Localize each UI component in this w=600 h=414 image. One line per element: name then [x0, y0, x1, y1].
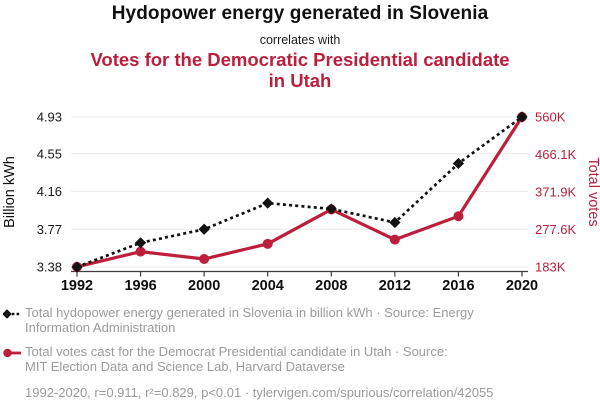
legend-line: Total votes cast for the Democrat Presid…: [25, 344, 448, 359]
right-axis-tick-label: 277.6K: [535, 222, 577, 237]
right-axis-tick-label: 466.1K: [535, 147, 577, 162]
x-axis-tick-label: 2016: [442, 278, 474, 294]
right-axis-tick-label: 371.9K: [535, 184, 577, 199]
left-axis-tick-label: 4.93: [37, 110, 62, 125]
hydropower-data-point: [134, 237, 147, 249]
legend-item-hydropower: Total hydopower energy generated in Slov…: [3, 305, 595, 335]
x-axis-tick-label: 2012: [379, 278, 411, 294]
left-axis-tick-label: 3.38: [37, 260, 62, 275]
legend-text-hydropower: Total hydopower energy generated in Slov…: [25, 305, 474, 335]
legend-line: MIT Election Data and Science Lab, Harva…: [25, 359, 345, 374]
left-axis-tick-label: 4.16: [37, 184, 62, 199]
legend-item-votes: Total votes cast for the Democrat Presid…: [3, 344, 595, 374]
left-axis-tick-label: 4.55: [37, 146, 62, 161]
legend-text-votes: Total votes cast for the Democrat Presid…: [25, 344, 448, 374]
stats-footer: 1992-2020, r=0.911, r²=0.829, p<0.01 · t…: [25, 385, 494, 400]
correlation-title: Votes for the Democratic Presidential ca…: [90, 49, 510, 91]
right-axis-tick-label: 183K: [535, 260, 566, 275]
x-axis-tick-label: 2020: [506, 278, 538, 294]
legend: Total hydopower energy generated in Slov…: [3, 305, 595, 400]
votes-data-point: [262, 238, 273, 249]
correlates-with-label: correlates with: [259, 33, 341, 47]
red-solid-circle-series-icon: [3, 348, 21, 358]
votes-data-point: [135, 246, 146, 257]
x-axis-tick-label: 2008: [315, 278, 347, 294]
left-axis-tick-label: 3.77: [37, 222, 62, 237]
hydropower-data-point: [198, 223, 210, 235]
page-title: Hydopower energy generated in Slovenia: [111, 3, 489, 24]
legend-line: Information Administration: [25, 320, 176, 335]
votes-series-line: [76, 116, 524, 269]
votes-data-point: [453, 211, 464, 222]
hydropower-data-point: [262, 197, 274, 209]
black-dotted-diamond-series-icon: [3, 309, 21, 319]
right-axis-tick-label: 560K: [535, 110, 566, 125]
hydropower-data-point: [325, 203, 337, 215]
votes-data-point: [199, 254, 210, 265]
left-axis-title: Billion kWh: [2, 156, 18, 228]
votes-data-point: [389, 234, 400, 245]
line-chart-plot: 3.38 3.77 4.16 4.55 4.93 183K 277.6K 371.9K 466.…: [2, 110, 600, 295]
hydropower-data-point: [452, 157, 465, 170]
legend-line: Total hydopower energy generated in Slov…: [25, 305, 474, 320]
x-axis-tick-label: 1992: [61, 278, 93, 294]
right-axis-title: Total votes: [585, 157, 600, 226]
hydropower-data-point: [516, 111, 528, 123]
hydropower-data-point: [389, 216, 401, 229]
x-axis-tick-label: 2004: [252, 278, 284, 294]
x-axis-tick-label: 1996: [124, 278, 156, 294]
hydropower-data-point: [71, 261, 83, 273]
x-axis-tick-label: 2000: [188, 278, 220, 294]
